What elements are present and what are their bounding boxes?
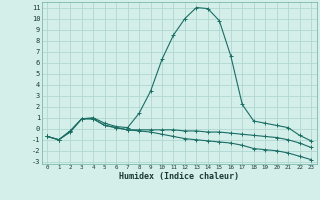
X-axis label: Humidex (Indice chaleur): Humidex (Indice chaleur): [119, 172, 239, 181]
